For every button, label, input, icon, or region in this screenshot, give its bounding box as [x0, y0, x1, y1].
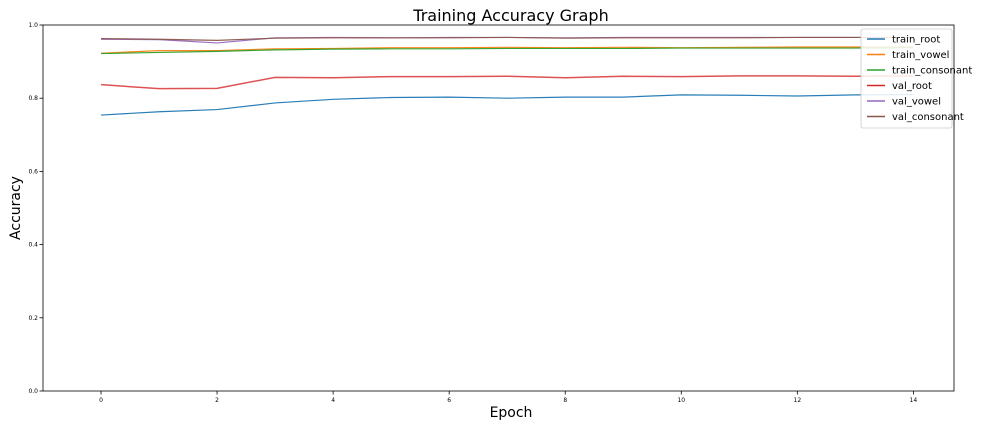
series-line-val-consonant: [101, 36, 914, 41]
x-tick-label: 6: [447, 397, 451, 404]
plot-area: [42, 24, 955, 392]
x-tick-label: 2: [215, 397, 219, 404]
x-tick-label: 12: [794, 397, 802, 404]
chart-title: Training Accuracy Graph: [412, 6, 608, 25]
legend-label-train-consonant: train_consonant: [892, 66, 972, 77]
y-tick-label: 0.4: [28, 242, 38, 249]
legend-label-train-root: train_root: [892, 35, 940, 46]
legend-box: [860, 28, 953, 129]
y-axis-title: Accuracy: [8, 176, 24, 240]
x-axis-title: Epoch: [490, 405, 533, 421]
axis-ticks: 0 2 4 6 8 10 12 14 0.0 0.2 0.4 0.6 0.8 1.0: [28, 22, 917, 404]
y-tick-label: 0.6: [28, 168, 38, 175]
legend-label-val-consonant: val_consonant: [892, 112, 964, 123]
legend: train_root train_vowel train_consonant val_…: [860, 28, 972, 129]
x-tick-label: 14: [910, 397, 918, 404]
legend-label-train-vowel: train_vowel: [892, 50, 949, 61]
y-tick-label: 1.0: [28, 22, 38, 29]
x-tick-label: 0: [99, 397, 103, 404]
series-line-train-vowel: [101, 46, 914, 54]
x-tick-label: 8: [563, 397, 567, 404]
series-lines: [100, 36, 914, 116]
x-tick-label: 4: [331, 397, 335, 404]
series-line-train-consonant: [101, 47, 914, 55]
x-tick-label: 10: [677, 397, 685, 404]
y-tick-label: 0.0: [28, 388, 38, 395]
legend-label-val-root: val_root: [892, 81, 932, 92]
y-tick-label: 0.8: [28, 95, 38, 102]
legend-label-val-vowel: val_vowel: [892, 97, 941, 108]
series-line-val-root: [100, 75, 914, 90]
y-tick-label: 0.2: [28, 315, 38, 322]
series-line-train-root: [100, 93, 914, 116]
